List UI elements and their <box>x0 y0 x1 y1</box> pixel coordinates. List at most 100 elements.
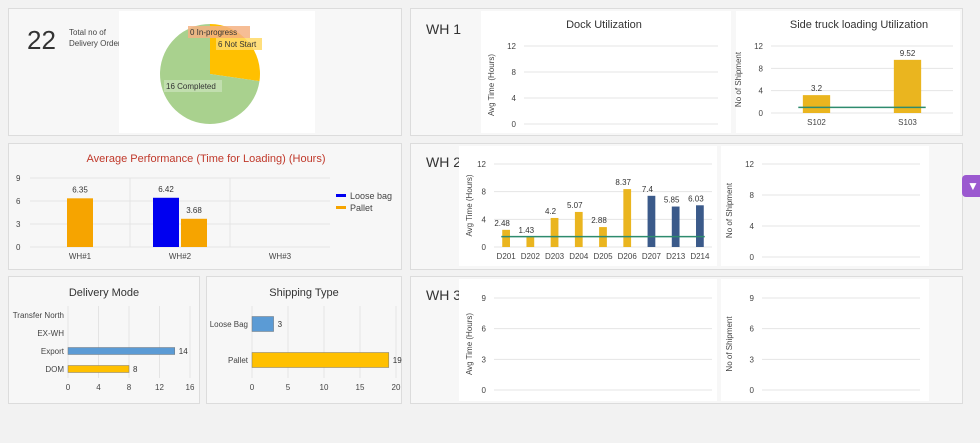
shipping-type-chart: Shipping Type 0 5 10 15 20 Loose Bag 3 Pallet 19 <box>210 287 403 392</box>
legend-swatch <box>336 206 346 209</box>
chart-title: Dock Utilization <box>566 19 642 31</box>
y-tick-label: EX-WH <box>37 329 64 338</box>
y-axis-label: No of Shipment <box>725 182 734 238</box>
y-tick-label: 3 <box>750 355 755 364</box>
data-label: 8 <box>133 365 138 374</box>
y-axis-label: Avg Time (Hours) <box>465 174 474 236</box>
data-label: 3.68 <box>186 206 202 215</box>
data-label: 2.88 <box>591 216 607 225</box>
y-tick-label: 8 <box>482 188 487 197</box>
legend-label: Loose bag <box>350 191 392 201</box>
x-tick-label: S103 <box>898 118 917 127</box>
data-label: 9.52 <box>900 49 916 58</box>
y-axis-label: No of Shipment <box>734 51 743 107</box>
delivery-mode-chart: Delivery Mode 0 4 8 12 16 Transfer North EX-WH E… <box>13 287 195 392</box>
wh3-panel: WH 3 <box>410 276 963 404</box>
chart-title: Side truck loading Utilization <box>790 19 928 31</box>
pie-label-bg <box>188 26 250 38</box>
data-label: 5.85 <box>664 196 680 205</box>
data-label: 7.4 <box>642 185 654 194</box>
x-tick-label: WH#3 <box>269 252 292 261</box>
shipping-type-panel <box>206 276 402 404</box>
y-tick-label: 9 <box>16 174 21 183</box>
pie-label: 6 Not Start <box>218 40 257 49</box>
y-tick-label: 6 <box>16 197 21 206</box>
data-label: 5.07 <box>567 201 583 210</box>
bar <box>502 229 510 247</box>
delivery-order-count-label: Total no of Delivery Order <box>69 28 121 48</box>
bar <box>67 347 175 355</box>
data-label: 8.37 <box>615 178 631 187</box>
x-tick-label: D207 <box>642 252 662 261</box>
y-tick-label: 12 <box>754 42 763 51</box>
chart-title: Delivery Mode <box>69 287 139 299</box>
y-tick-label: Pallet <box>228 356 249 365</box>
wh2-label: WH 2 <box>426 154 461 170</box>
x-tick-label: 12 <box>155 383 164 392</box>
y-tick-label: 4 <box>750 222 755 231</box>
bar <box>623 189 632 247</box>
y-axis-label: No of Shipment <box>725 316 734 372</box>
y-tick-label: DOM <box>45 365 64 374</box>
x-tick-label: 4 <box>96 383 101 392</box>
pie-label: 0 In-progress <box>190 28 237 37</box>
y-axis-label: Avg Time (Hours) <box>465 313 474 375</box>
x-tick-label: D202 <box>521 252 541 261</box>
bar <box>153 197 179 247</box>
filter-panel-toggle-icon[interactable]: ▼ <box>962 175 980 197</box>
wh2-side-chart: No of Shipment 0 4 8 12 <box>725 160 920 262</box>
y-tick-label: Transfer North <box>13 311 64 320</box>
y-tick-label: 4 <box>759 87 764 96</box>
bar <box>893 59 922 113</box>
x-tick-label: D204 <box>569 252 589 261</box>
delivery-status-pie-chart: 16 Completed 6 Not Start 0 In-progress <box>160 23 262 125</box>
y-tick-label: 3 <box>482 355 487 364</box>
data-label: 2.48 <box>494 219 510 228</box>
wh2-dock-chart: Avg Time (Hours) 0 4 8 12 2.48 D201 1.43 D202 4.2… <box>465 160 712 261</box>
x-tick-label: D214 <box>690 252 710 261</box>
y-tick-label: 8 <box>512 68 517 77</box>
y-tick-label: 12 <box>507 42 516 51</box>
x-tick-label: 16 <box>186 383 195 392</box>
bar <box>647 195 656 247</box>
data-label: 6.35 <box>72 185 88 194</box>
legend-swatch <box>336 194 346 197</box>
chart-title: Shipping Type <box>269 287 339 299</box>
y-tick-label: 0 <box>482 386 487 395</box>
y-tick-label: Loose Bag <box>210 320 248 329</box>
wh1-dock-utilization-chart: Dock Utilization Avg Time (Hours) 0 4 8 12 <box>487 19 718 129</box>
y-tick-label: Export <box>41 347 65 356</box>
y-tick-label: 6 <box>750 325 755 334</box>
y-tick-label: 6 <box>482 325 487 334</box>
wh3-side-area <box>721 279 929 401</box>
pie-slice <box>160 23 260 125</box>
y-tick-label: 4 <box>512 94 517 103</box>
x-tick-label: WH#2 <box>169 252 192 261</box>
x-tick-label: 5 <box>286 383 291 392</box>
y-tick-label: 0 <box>512 120 517 129</box>
bar <box>67 198 93 247</box>
data-label: 19 <box>393 356 402 365</box>
wh3-side-chart: No of Shipment 0 3 6 9 <box>725 294 920 395</box>
bar <box>526 237 535 247</box>
y-tick-label: 9 <box>482 294 487 303</box>
bar <box>671 206 680 247</box>
x-tick-label: D213 <box>666 252 686 261</box>
chart-title: Average Performance (Time for Loading) (… <box>86 153 325 165</box>
x-tick-label: D206 <box>618 252 638 261</box>
bar <box>67 365 130 373</box>
data-label: 4.2 <box>545 207 557 216</box>
data-label: 3.2 <box>811 84 823 93</box>
bar <box>251 352 390 368</box>
x-tick-label: WH#1 <box>69 252 92 261</box>
data-label: 1.43 <box>519 226 535 235</box>
x-tick-label: 0 <box>250 383 255 392</box>
y-tick-label: 3 <box>16 220 21 229</box>
y-tick-label: 12 <box>477 160 486 169</box>
legend-label: Pallet <box>350 203 373 213</box>
wh3-label: WH 3 <box>426 287 461 303</box>
wh1-side-truck-chart: Side truck loading Utilization No of Ship… <box>734 19 953 127</box>
y-tick-label: 9 <box>750 294 755 303</box>
bar <box>251 316 274 332</box>
bar <box>802 95 831 113</box>
